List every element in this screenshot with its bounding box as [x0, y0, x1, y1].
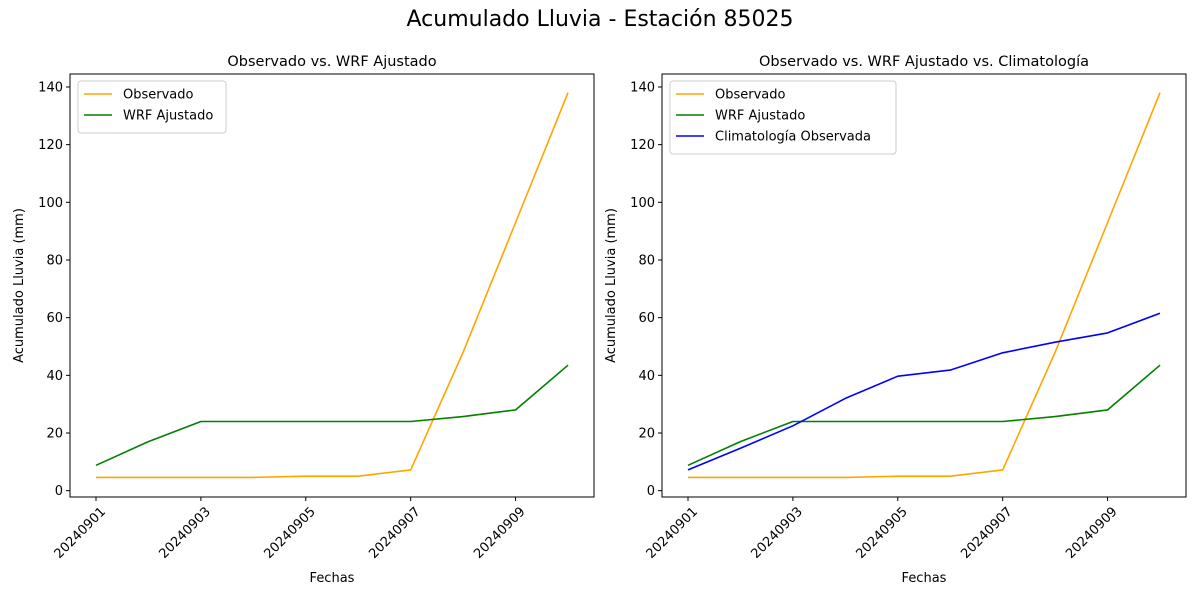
series-line-observado — [96, 92, 569, 479]
x-tick-label: 20240905 — [853, 504, 910, 561]
chart-1: Observado vs. WRF Ajustado 0 20 40 60 80 100 12… — [12, 54, 595, 586]
x-tick-label: 20240901 — [644, 504, 701, 561]
y-tick-label: 60 — [638, 311, 655, 326]
x-tick-label: 20240903 — [749, 504, 806, 561]
plot-frame — [661, 73, 1187, 498]
y-tick-label: 20 — [46, 426, 63, 441]
chart-title: Observado vs. WRF Ajustado — [227, 54, 436, 70]
y-tick-label: 120 — [38, 138, 63, 153]
chart-2: Observado vs. WRF Ajustado vs. Climatolo… — [604, 54, 1187, 586]
y-tick-label: 0 — [55, 484, 63, 499]
figure-suptitle: Acumulado Lluvia - Estación 85025 — [406, 7, 794, 32]
plot-frame — [69, 73, 595, 498]
chart-title: Observado vs. WRF Ajustado vs. Climatolo… — [759, 54, 1089, 70]
y-tick-label: 20 — [638, 426, 655, 441]
legend-box — [77, 80, 227, 134]
series-line-wrf-ajustado — [95, 364, 569, 467]
legend-label: Observado — [123, 88, 194, 103]
y-tick-label: 140 — [38, 80, 63, 95]
y-tick-label: 100 — [38, 196, 63, 211]
legend-label: WRF Ajustado — [715, 109, 805, 124]
x-tick-label: 20240901 — [52, 504, 109, 561]
y-axis-label: Acumulado Lluvia (mm) — [604, 208, 619, 363]
x-axis-label: Fechas — [310, 571, 355, 586]
y-tick-label: 100 — [630, 196, 655, 211]
x-tick-label: 20240909 — [471, 504, 528, 561]
y-tick-label: 60 — [46, 311, 63, 326]
x-tick-label: 20240909 — [1063, 504, 1120, 561]
y-tick-label: 80 — [46, 253, 63, 268]
series-line-observado — [688, 92, 1161, 479]
y-tick-label: 40 — [46, 369, 63, 384]
legend-label: Observado — [715, 88, 786, 103]
x-axis-label: Fechas — [902, 571, 947, 586]
y-tick-label: 0 — [647, 484, 655, 499]
series-line-wrf-ajustado — [687, 364, 1161, 467]
legend-label: WRF Ajustado — [123, 109, 213, 124]
x-tick-label: 20240907 — [958, 504, 1015, 561]
x-tick-label: 20240903 — [157, 504, 214, 561]
legend-label: Climatología Observada — [715, 130, 871, 145]
y-tick-label: 120 — [630, 138, 655, 153]
x-tick-label: 20240905 — [261, 504, 318, 561]
y-tick-label: 140 — [630, 80, 655, 95]
y-axis-label: Acumulado Lluvia (mm) — [12, 208, 27, 363]
y-tick-label: 80 — [638, 253, 655, 268]
legend-box — [669, 80, 897, 155]
x-tick-label: 20240907 — [366, 504, 423, 561]
y-tick-label: 40 — [638, 369, 655, 384]
series-line-climatologia-observada — [687, 312, 1161, 471]
